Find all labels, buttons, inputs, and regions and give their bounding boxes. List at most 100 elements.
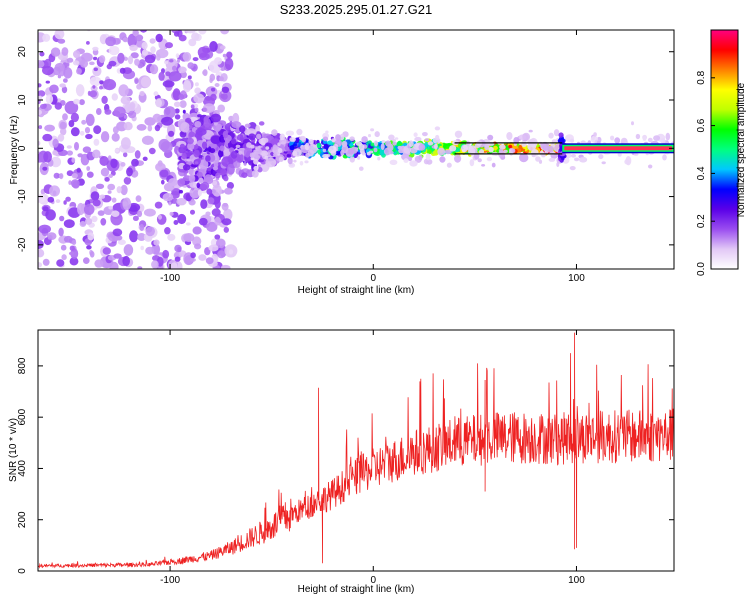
spectrogram-cell: [71, 240, 77, 245]
spectrogram-cell: [223, 208, 233, 221]
spectrogram-y-ticks: -20 -10 0 10 20: [17, 46, 674, 252]
spectrogram-cell: [119, 67, 126, 74]
spectrogram-cell: [147, 125, 153, 132]
spectrogram-cell: [208, 244, 219, 252]
spectrogram-x-tick-label: 0: [370, 273, 376, 284]
spectrogram-cell: [198, 254, 207, 261]
spectrogram-cell: [272, 144, 278, 151]
spectrogram-cell: [45, 209, 56, 221]
spectrogram-cell: [235, 144, 241, 148]
spectrogram-cell: [212, 166, 219, 171]
spectrogram-cell: [224, 57, 234, 70]
spectrogram-cell: [299, 161, 304, 166]
spectrogram-cell: [100, 218, 107, 226]
spectrogram-cell: [91, 215, 98, 223]
spectrogram-cell: [68, 251, 75, 256]
spectrogram-cell: [174, 108, 180, 114]
spectrogram-cell: [161, 179, 165, 185]
spectrogram-cell: [394, 137, 399, 140]
spectrogram-cell: [379, 148, 386, 156]
spectrogram-cell: [136, 83, 142, 90]
spectrogram-cell: [52, 138, 59, 148]
spectrogram-cell: [49, 185, 60, 197]
spectrogram-cell: [153, 239, 160, 246]
spectrogram-cell: [66, 57, 74, 63]
spectrogram-cell: [129, 44, 138, 51]
spectrogram-x-tick-label: -100: [160, 273, 180, 284]
spectrogram-cell: [154, 124, 161, 132]
spectrogram-cell: [210, 87, 216, 92]
spectrogram-cell: [214, 159, 219, 164]
spectrogram-cell: [298, 141, 302, 146]
spectrogram-cell: [65, 62, 70, 67]
spectrogram-cell: [308, 144, 318, 154]
spectrogram-cell: [107, 183, 116, 191]
spectrogram-cell: [84, 127, 91, 134]
spectrogram-cell: [38, 239, 44, 249]
spectrogram-cell: [224, 158, 228, 164]
spectrogram-cell: [434, 143, 438, 150]
spectrogram-cell: [77, 153, 83, 158]
spectrogram-cell: [257, 164, 261, 168]
spectrogram-cell: [196, 182, 201, 189]
spectrogram-cell: [136, 124, 147, 131]
spectrogram-cell: [120, 96, 131, 105]
spectrogram-cell: [122, 197, 132, 211]
spectrogram-cell: [214, 216, 221, 226]
spectrogram-cell: [224, 187, 233, 195]
spectrogram-cell: [225, 139, 230, 144]
spectrogram-cell: [117, 239, 126, 245]
spectrogram-cell: [42, 65, 54, 76]
spectrogram-cell: [59, 215, 65, 222]
spectrogram-cell: [214, 121, 218, 126]
spectrogram-cell: [52, 150, 58, 156]
spectrogram-cell: [308, 139, 314, 145]
spectrogram-cell: [92, 199, 101, 207]
spectrogram-cell: [598, 154, 604, 160]
spectrogram-cell: [93, 138, 100, 146]
spectrogram-cell: [231, 121, 242, 129]
spectrogram-cell: [361, 151, 366, 156]
spectrogram-cell: [216, 238, 226, 249]
spectrogram-cell: [202, 107, 207, 112]
spectrogram-cell: [85, 113, 95, 126]
spectrogram-cell: [127, 55, 134, 65]
spectrogram-cell: [186, 161, 192, 166]
spectrogram-cell: [443, 143, 451, 149]
spectrogram-cell: [115, 148, 119, 153]
spectrogram-cell: [189, 125, 193, 129]
spectrogram-cell: [180, 122, 190, 133]
spectrogram-cell: [273, 152, 278, 157]
spectrogram-cell: [198, 30, 207, 35]
spectrogram-cell: [86, 41, 90, 45]
spectrogram-cell: [38, 90, 46, 97]
spectrogram-cell: [127, 110, 137, 119]
spectrogram-cell: [220, 30, 230, 35]
spectrogram-cell: [265, 157, 277, 168]
spectrogram-cell: [347, 148, 354, 155]
spectrogram-cell: [42, 33, 51, 42]
spectrogram-cell: [258, 121, 265, 126]
spectrogram-cell: [194, 243, 202, 250]
spectrogram-cell: [110, 158, 118, 169]
spectrogram-cell: [63, 235, 73, 243]
spectrogram-cell: [188, 199, 196, 206]
spectrogram-cell: [79, 130, 85, 136]
spectrogram-cell: [219, 145, 225, 152]
spectrogram-cell: [108, 60, 117, 67]
spectrogram-cell: [299, 135, 306, 141]
spectrogram-cell: [190, 209, 195, 215]
spectrogram-cell: [99, 194, 106, 199]
spectrogram-cell: [137, 266, 143, 269]
spectrogram-cell: [155, 162, 166, 172]
spectrogram-cell: [570, 138, 575, 143]
spectrogram-cell: [107, 190, 112, 194]
spectrogram-cell: [427, 149, 432, 155]
spectrogram-cell: [488, 146, 494, 153]
spectrogram-cell: [123, 152, 128, 158]
spectrogram-cell: [117, 52, 125, 64]
spectrogram-cell: [93, 125, 102, 135]
spectrogram-cell: [212, 184, 222, 197]
snr-panel: -100 0 100 0 200 400 600 800 Height of straigh…: [8, 329, 675, 595]
spectrogram-cell: [187, 142, 195, 151]
